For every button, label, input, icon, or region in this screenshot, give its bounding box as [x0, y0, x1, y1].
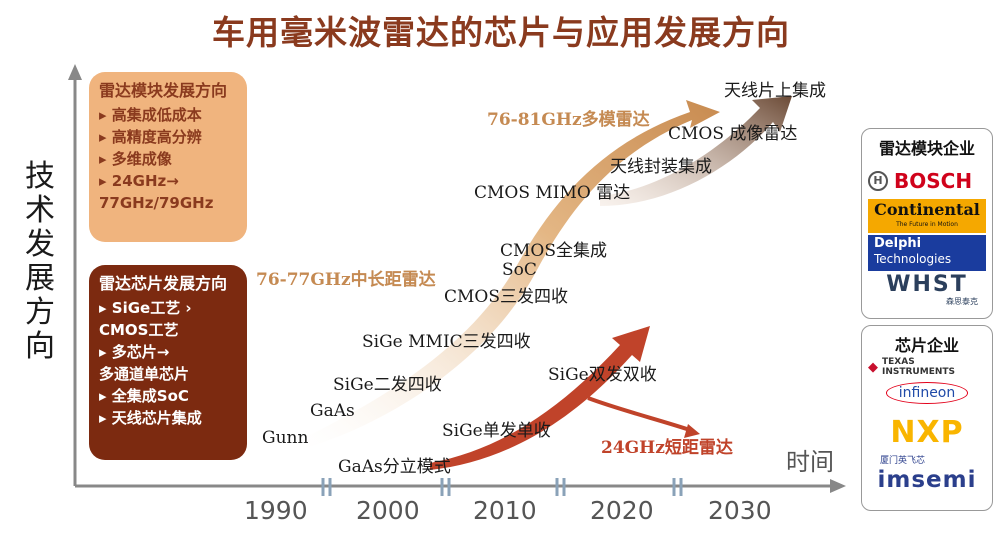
chip-trend-line: 全集成SoC: [99, 385, 237, 407]
label-sige-1t1r: SiGe单发单收: [442, 421, 551, 441]
label-cmos-mimo: CMOS MIMO 雷达: [474, 183, 631, 203]
label-short-range: 24GHz短距雷达: [601, 438, 733, 458]
bosch-logo: H BOSCH: [868, 167, 986, 195]
red-growth-arrow: [430, 326, 650, 470]
chip-companies-panel: 芯片企业 ◆ TEXAS INSTRUMENTS infineon NXP 厦门…: [861, 325, 993, 511]
y-axis-arrowhead: [68, 64, 82, 80]
module-companies-panel: 雷达模块企业 H BOSCH Continental The Future in…: [861, 128, 993, 319]
infineon-logo: infineon: [868, 382, 986, 412]
red-callout-arrow: [587, 396, 691, 432]
label-sige-mmic: SiGe MMIC三发四收: [362, 332, 531, 352]
x-axis-label: 时间: [786, 448, 834, 476]
red-callout-arrowhead: [684, 424, 700, 438]
module-trend-heading: 雷达模块发展方向: [99, 81, 228, 100]
label-aoc: 天线片上集成: [724, 81, 826, 101]
infineon-wordmark: infineon: [885, 382, 969, 404]
ti-logo: ◆ TEXAS INSTRUMENTS: [868, 357, 986, 377]
module-trend-item: 高集成低成本: [99, 104, 237, 126]
label-cmos-full-integration: CMOS全集成: [500, 241, 607, 261]
chip-trend-line: SiGe工艺 ›: [99, 297, 237, 319]
x-axis-arrowhead: [830, 479, 846, 493]
chip-trend-heading: 雷达芯片发展方向: [99, 274, 228, 293]
delphi-logo: Delphi Technologies: [868, 235, 986, 271]
axis-break-markers: [321, 478, 683, 496]
x-tick-label: 1990: [244, 496, 308, 525]
delphi-subtitle: Technologies: [874, 252, 952, 266]
continental-wordmark: Continental: [874, 200, 980, 219]
imsemi-chinese-name: 厦门英飞芯: [880, 456, 926, 466]
x-tick-label: 2030: [708, 496, 772, 525]
module-trend-item: 24GHz→: [99, 170, 237, 192]
bosch-wordmark: BOSCH: [894, 169, 973, 193]
module-companies-heading: 雷达模块企业: [878, 139, 975, 158]
label-multimode: 76-81GHz多模雷达: [487, 110, 650, 130]
imsemi-logo: 厦门英飞芯 imsemi: [868, 456, 986, 496]
label-cmos-3t4r: CMOS三发四收: [444, 287, 568, 307]
imsemi-wordmark: imsemi: [877, 467, 977, 493]
label-gunn: Gunn: [262, 428, 309, 448]
chip-trend-box: 雷达芯片发展方向 SiGe工艺 › CMOS工艺 多芯片→ 多通道单芯片 全集成…: [89, 265, 247, 460]
continental-logo: Continental The Future in Motion: [868, 199, 986, 233]
x-tick-label: 2000: [356, 496, 420, 525]
module-trend-item: 多维成像: [99, 148, 237, 170]
chip-trend-line: 天线芯片集成: [99, 407, 237, 429]
label-cmos-imaging: CMOS 成像雷达: [668, 124, 798, 144]
bosch-emblem-icon: H: [868, 171, 888, 191]
label-gaas-discrete: GaAs分立模式: [338, 457, 451, 477]
module-trend-item-continuation: 77GHz/79GHz: [99, 194, 214, 212]
texas-state-icon: ◆: [868, 359, 878, 375]
module-trend-item: 高精度高分辨: [99, 126, 237, 148]
whst-subtitle: 森思泰克: [946, 297, 978, 306]
x-tick-label: 2020: [590, 496, 654, 525]
label-soc: SoC: [502, 260, 537, 280]
label-gaas: GaAs: [310, 401, 355, 421]
whst-wordmark: WHST: [886, 272, 968, 297]
chip-companies-heading: 芯片企业: [894, 336, 959, 355]
whst-logo: WHST 森思泰克: [868, 273, 986, 311]
diagram-title: 车用毫米波雷达的芯片与应用发展方向: [212, 13, 790, 52]
label-sige-2t2r: SiGe双发双收: [548, 365, 657, 385]
chip-trend-line: 多通道单芯片: [99, 365, 190, 383]
ti-wordmark: TEXAS INSTRUMENTS: [882, 357, 955, 377]
module-trend-box: 雷达模块发展方向 高集成低成本 高精度高分辨 多维成像 24GHz→ 77GHz…: [89, 72, 247, 242]
chip-trend-line: CMOS工艺: [99, 321, 179, 339]
x-tick-label: 2010: [473, 496, 537, 525]
dark-growth-arrow: [600, 96, 792, 206]
delphi-wordmark: Delphi: [874, 236, 922, 251]
continental-tagline: The Future in Motion: [896, 221, 958, 228]
label-mid-long-range: 76-77GHz中长距雷达: [256, 270, 436, 290]
nxp-logo: NXP: [868, 416, 986, 450]
label-sige-2t4r: SiGe二发四收: [333, 375, 442, 395]
y-axis-label: 技术发展方向: [25, 159, 55, 364]
nxp-wordmark: NXP: [890, 415, 964, 450]
label-aip: 天线封装集成: [610, 157, 712, 177]
chip-trend-line: 多芯片→: [99, 341, 237, 363]
